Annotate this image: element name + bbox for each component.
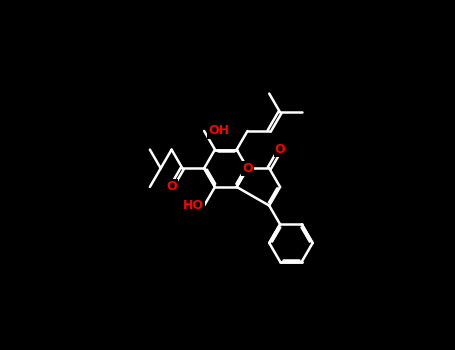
Text: OH: OH: [208, 125, 229, 138]
Text: O: O: [242, 162, 253, 175]
Text: O: O: [166, 181, 177, 194]
Text: HO: HO: [183, 199, 204, 212]
Text: O: O: [275, 143, 285, 156]
